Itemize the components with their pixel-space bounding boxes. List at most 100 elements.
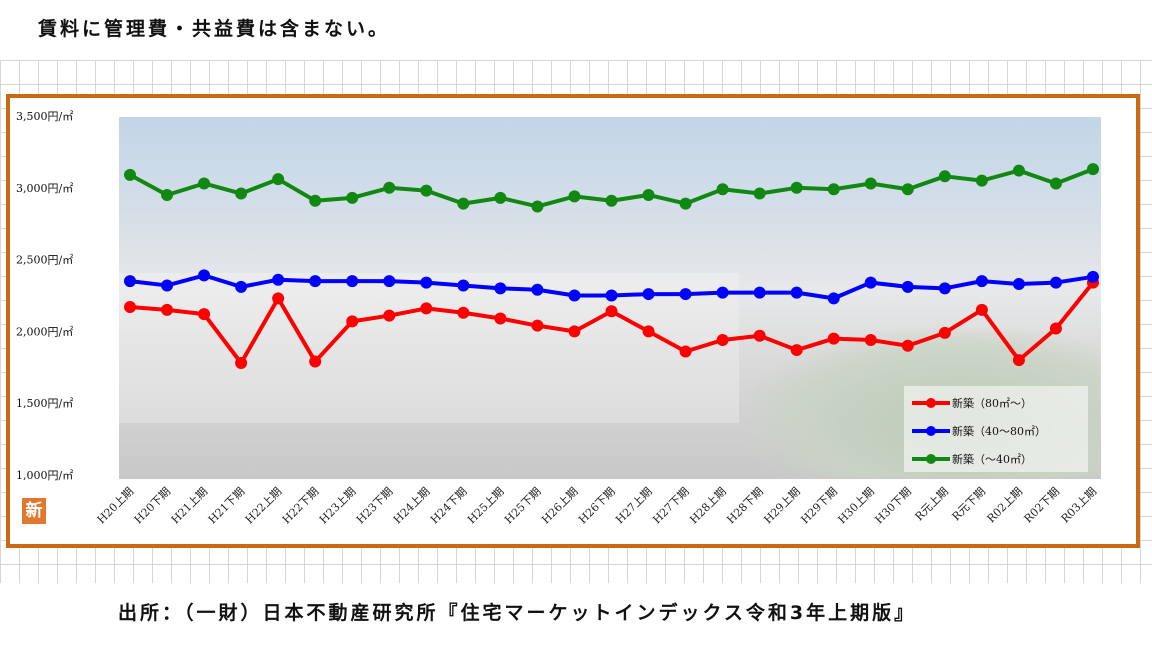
data-point (383, 275, 396, 288)
data-point (864, 276, 877, 289)
data-point (568, 289, 581, 302)
x-tick-label: H25下期 (502, 485, 543, 526)
x-tick-label: H21上期 (169, 485, 210, 526)
data-point (938, 326, 951, 339)
data-point (420, 276, 433, 289)
data-point (420, 302, 433, 315)
data-point (642, 188, 655, 201)
data-point (272, 273, 285, 286)
y-tick-label: 1,500円/㎡ (16, 397, 73, 410)
data-point (827, 332, 840, 345)
x-tick-label: H28上期 (687, 485, 728, 526)
data-point (901, 339, 914, 352)
data-point (383, 309, 396, 322)
data-point (679, 345, 692, 358)
data-point (901, 183, 914, 196)
data-point (124, 168, 136, 181)
data-point (679, 288, 692, 301)
data-point (420, 184, 433, 197)
x-tick-label: H26下期 (576, 485, 617, 526)
x-tick-label: H27下期 (650, 485, 691, 526)
x-tick-label: H29下期 (798, 485, 839, 526)
data-point (938, 282, 951, 295)
data-point (457, 306, 470, 319)
data-point (309, 355, 322, 368)
data-point (753, 286, 766, 299)
data-point (864, 334, 877, 347)
data-point (346, 275, 359, 288)
data-point (1049, 322, 1062, 335)
data-point (161, 279, 174, 292)
data-point (235, 356, 248, 369)
x-tick-label: H30下期 (872, 485, 913, 526)
x-tick-label: R元上期 (913, 485, 951, 523)
x-tick-label: H28下期 (724, 485, 765, 526)
data-point (827, 292, 840, 305)
data-point (309, 275, 322, 288)
data-point (272, 292, 285, 305)
data-point (568, 325, 581, 338)
data-point (679, 197, 692, 210)
data-point (716, 183, 729, 196)
data-point (790, 344, 803, 357)
data-point (1012, 354, 1025, 367)
data-point (457, 197, 470, 210)
data-point (235, 187, 248, 200)
data-point (753, 329, 766, 342)
data-point (790, 286, 803, 299)
legend-label: 新築（40～80㎡） (952, 424, 1046, 438)
legend-marker (926, 398, 936, 408)
x-tick-label: H27上期 (613, 485, 654, 526)
x-tick-label: R02上期 (985, 485, 1026, 526)
data-point (346, 315, 359, 328)
legend-label: 新築（～40㎡） (952, 452, 1032, 466)
y-tick-label: 3,000円/㎡ (16, 182, 73, 195)
data-point (494, 282, 507, 295)
note-text: 賃料に管理費・共益費は含まない。 (38, 18, 391, 40)
data-point (864, 177, 877, 190)
x-tick-label: H24下期 (428, 485, 469, 526)
data-point (605, 289, 618, 302)
data-point (827, 183, 840, 196)
data-point (901, 280, 914, 293)
data-point (383, 181, 396, 194)
data-point (457, 279, 470, 292)
top-band (0, 0, 1152, 58)
data-point (938, 170, 951, 183)
data-point (975, 174, 988, 187)
data-point (790, 181, 803, 194)
data-point (124, 275, 136, 288)
data-point (642, 325, 655, 338)
data-point (161, 188, 174, 201)
data-point (975, 303, 988, 316)
source-text: 出所：（一財）日本不動産研究所『住宅マーケットインデックス令和3年上期版』 (118, 602, 917, 624)
data-point (161, 303, 174, 316)
new-badge-icon: 新 (22, 498, 46, 524)
data-point (531, 200, 544, 213)
data-point (1049, 276, 1062, 289)
data-point (531, 283, 544, 296)
x-tick-label: R03上期 (1059, 485, 1100, 526)
legend-marker (926, 426, 936, 436)
data-point (346, 191, 359, 204)
x-tick-label: H20上期 (95, 485, 136, 526)
legend-marker (926, 454, 936, 464)
data-point (198, 177, 211, 190)
x-tick-label: H30上期 (835, 485, 876, 526)
x-tick-label: H21下期 (206, 485, 247, 526)
data-point (975, 275, 988, 288)
data-point (531, 319, 544, 332)
data-point (272, 173, 285, 186)
data-point (235, 280, 248, 293)
data-point (1087, 163, 1099, 176)
x-tick-label: H26上期 (539, 485, 580, 526)
x-tick-label: H24上期 (391, 485, 432, 526)
data-point (309, 194, 322, 207)
y-tick-label: 2,500円/㎡ (16, 254, 73, 267)
x-tick-label: R02下期 (1022, 485, 1063, 526)
x-tick-label: H22下期 (280, 485, 321, 526)
data-point (716, 286, 729, 299)
bottom-band (0, 583, 1152, 648)
data-point (198, 308, 211, 321)
